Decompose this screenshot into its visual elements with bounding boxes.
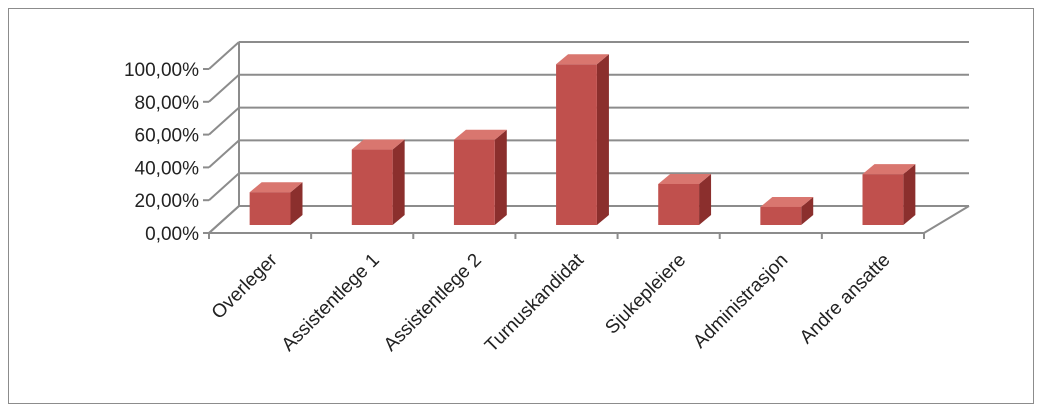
bar bbox=[760, 196, 814, 225]
gridline-side bbox=[208, 74, 240, 103]
y-axis: 0,00% 20,00% 40,00% 60,00% 80,00% 100,00% bbox=[124, 60, 210, 245]
bar-chart: 0,00% 20,00% 40,00% 60,00% 80,00% 100,00% Ove… bbox=[124, 41, 970, 357]
bar-side bbox=[903, 164, 916, 225]
bar-top bbox=[249, 182, 303, 193]
bar-front bbox=[249, 192, 291, 225]
x-tick-label: Sjukepleiere bbox=[601, 250, 690, 339]
bar-side bbox=[290, 182, 303, 225]
bar bbox=[862, 164, 916, 225]
bar-top bbox=[760, 196, 814, 207]
bar-front bbox=[453, 139, 495, 225]
x-tick-label: Administrasjon bbox=[689, 250, 792, 353]
bar-top bbox=[862, 164, 916, 175]
floor-right-edge bbox=[923, 205, 970, 234]
bar-front bbox=[760, 206, 802, 225]
gridline-side bbox=[208, 172, 240, 201]
gridline-side bbox=[208, 205, 240, 234]
y-tick-label: 100,00% bbox=[124, 60, 199, 81]
y-tick-label: 0,00% bbox=[145, 224, 199, 245]
bar bbox=[658, 174, 712, 225]
bar-front bbox=[556, 64, 597, 225]
gridline-side bbox=[208, 139, 240, 169]
gridline-side bbox=[208, 106, 240, 136]
bar bbox=[351, 139, 405, 225]
bar-top bbox=[453, 129, 507, 140]
bar-side bbox=[699, 174, 712, 225]
gridline-side bbox=[208, 41, 240, 70]
bar-top bbox=[351, 139, 405, 150]
bar-side bbox=[596, 54, 609, 225]
bar-top bbox=[556, 54, 609, 65]
x-tick-label: Turnuskandidat bbox=[481, 249, 588, 356]
bar-front bbox=[862, 174, 904, 225]
x-tick-label: Assistentlege 1 bbox=[278, 250, 384, 356]
y-tick-label: 20,00% bbox=[135, 191, 200, 212]
bar bbox=[453, 129, 507, 225]
bar-side bbox=[392, 139, 405, 225]
x-tick-label: Overleger bbox=[208, 249, 282, 323]
bar bbox=[249, 182, 303, 225]
bar-side bbox=[494, 129, 507, 225]
bars bbox=[249, 54, 916, 225]
y-tick-label: 80,00% bbox=[135, 93, 200, 114]
bar-front bbox=[658, 184, 700, 225]
bar bbox=[556, 54, 609, 225]
x-tick-label: Assistentlege 2 bbox=[380, 250, 486, 356]
bar-top bbox=[658, 174, 712, 184]
y-tick-label: 60,00% bbox=[135, 126, 200, 147]
y-tick-label: 40,00% bbox=[135, 158, 200, 179]
bar-side bbox=[801, 196, 814, 225]
x-tick-label: Andre ansatte bbox=[796, 250, 895, 349]
chart-frame: 0,00% 20,00% 40,00% 60,00% 80,00% 100,00% Ove… bbox=[8, 8, 1034, 404]
bar-front bbox=[351, 149, 393, 225]
